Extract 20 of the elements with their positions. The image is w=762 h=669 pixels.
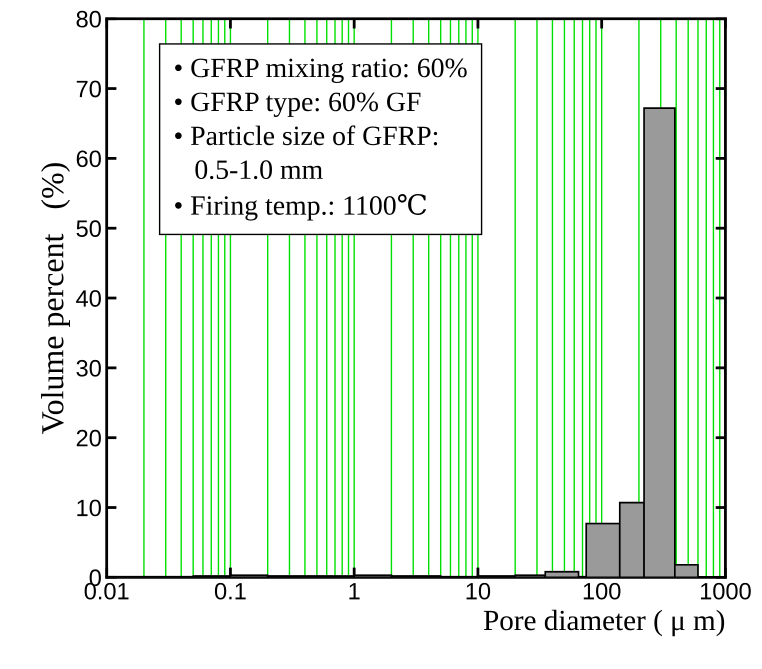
annotation: • Particle size of GFRP: [175, 125, 438, 146]
y-tick-label: 20 [76, 430, 101, 446]
y-axis-title: Volume percent (%) [41, 163, 70, 434]
y-tick-label: 60 [76, 150, 101, 168]
y-tick-label: 70 [76, 80, 101, 98]
y-tick-label: 80 [76, 10, 101, 28]
y-tick-label: 30 [76, 360, 101, 377]
annotation: • GFRP type: 60% GF [175, 92, 420, 117]
annotation: 0.5-1.0 mm [195, 160, 323, 180]
x-tick-label: 1000 [700, 582, 751, 600]
y-tick-label: 10 [77, 500, 101, 516]
annotation: • GFRP mixing ratio: 60% [175, 58, 467, 84]
x-tick-label: 10 [466, 582, 490, 600]
y-tick-label: 40 [76, 290, 101, 307]
annotation: • Firing temp.: 1100℃ [175, 194, 426, 221]
x-tick-label: 100 [584, 582, 620, 600]
x-tick-label: 0.1 [214, 582, 246, 600]
y-tick-label: 50 [76, 220, 101, 237]
x-axis-title: Pore diameter ( μ m) [484, 610, 724, 636]
x-tick-label: 1 [349, 583, 360, 600]
